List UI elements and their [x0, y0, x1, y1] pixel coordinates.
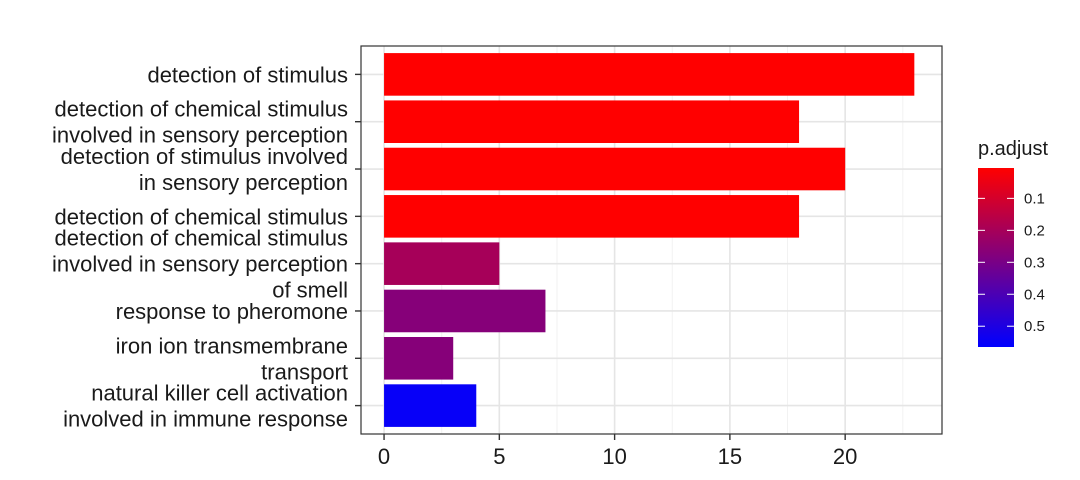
legend-tick-label: 0.3 [1024, 254, 1045, 271]
bar [384, 195, 800, 238]
legend-tick-label: 0.1 [1024, 190, 1045, 207]
category-label: natural killer cell activation [91, 381, 348, 406]
category-label: iron ion transmembrane [116, 333, 348, 358]
bar [384, 337, 454, 380]
x-tick-label: 20 [833, 444, 857, 469]
bar [384, 100, 800, 143]
category-label: involved in sensory perception [52, 252, 348, 277]
category-labels: detection of stimulus detection of chemic… [52, 62, 361, 432]
legend-tick-label: 0.5 [1024, 318, 1045, 335]
category-label: response to pheromone [116, 299, 348, 324]
p-adjust-legend: p.adjust 0.1 0.2 0.3 0.4 0.5 [978, 138, 1048, 347]
category-label: detection of chemical stimulus [55, 204, 348, 229]
x-tick-label: 15 [718, 444, 742, 469]
legend-tick-label: 0.4 [1024, 286, 1045, 303]
bar [384, 289, 546, 333]
legend-tick-label: 0.2 [1024, 222, 1045, 239]
bar [384, 53, 915, 96]
bars [384, 53, 915, 427]
x-tick-label: 0 [378, 444, 390, 469]
panel-border [360, 45, 943, 435]
category-label: involved in sensory perception [52, 123, 348, 148]
category-label: in sensory perception [139, 170, 348, 195]
category-label: transport [261, 359, 348, 384]
category-label: detection of chemical stimulus [55, 97, 348, 122]
category-label: detection of stimulus involved [61, 144, 348, 169]
category-label: of smell [272, 278, 348, 303]
legend-colorbar [978, 168, 1014, 347]
x-tick-label: 10 [602, 444, 626, 469]
category-label: detection of stimulus [147, 62, 348, 87]
bar [384, 242, 500, 285]
plot-border [360, 45, 943, 435]
x-tick-label: 5 [493, 444, 505, 469]
bar [384, 384, 477, 427]
bar [384, 147, 846, 191]
category-label: involved in immune response [63, 407, 348, 432]
category-label: detection of chemical stimulus [55, 226, 348, 251]
x-axis: 0 5 10 15 20 [378, 434, 857, 469]
legend-title: p.adjust [978, 138, 1048, 160]
